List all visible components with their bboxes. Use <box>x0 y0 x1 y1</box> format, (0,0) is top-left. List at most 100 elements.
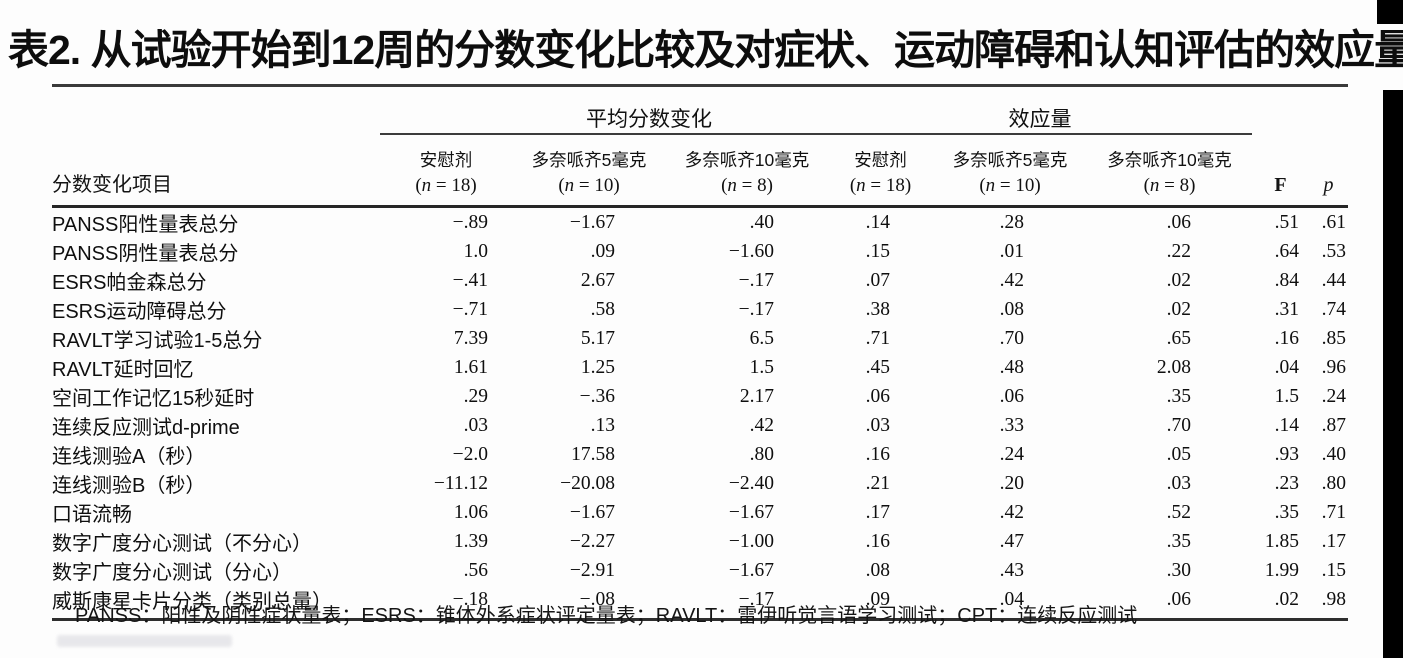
value-cell-p-value: .87 <box>1321 414 1346 436</box>
table-row: ESRS帕金森总分 −.41 2.67 −.17 .07 .42 .02 .84… <box>52 266 1348 295</box>
row-label: 数字广度分心测试（分心） <box>52 562 292 584</box>
value-cell-donepezil5-mean: −.36 <box>579 385 615 407</box>
value-cell-donepezil10-effect: .35 <box>1166 530 1191 552</box>
value-cell-donepezil5-effect: .28 <box>999 211 1024 233</box>
table-row: 连线测验A（秒） −2.0 17.58 .80 .16 .24 .05 .93 … <box>52 440 1348 469</box>
value-cell-donepezil10-effect: .22 <box>1166 240 1191 262</box>
value-cell-donepezil10-effect: .06 <box>1166 211 1191 233</box>
abbreviations-footnote: PANSS：阳性及阴性症状量表；ESRS：锥体外系症状评定量表；RAVLT：雷伊… <box>75 605 1138 627</box>
value-cell-donepezil10-mean: −.17 <box>666 585 828 621</box>
value-cell-f-statistic: .31 <box>1274 298 1299 320</box>
value-cell-donepezil5-mean: .58 <box>590 298 615 320</box>
value-cell-placebo-effect: .16 <box>865 530 890 552</box>
value-cell-donepezil10-effect: .52 <box>1166 501 1191 523</box>
value-cell-f-statistic: .04 <box>1274 356 1299 378</box>
table-row: 空间工作记忆15秒延时 .29 −.36 2.17 .06 .06 .35 1.… <box>52 382 1348 411</box>
group-header-mean-change-label: 平均分数变化 <box>586 108 712 131</box>
col-header-placebo-effect: 安慰剂 (n = 18) <box>828 134 933 208</box>
group-header-effect-size-label: 效应量 <box>1008 108 1072 131</box>
value-cell-placebo-mean: −.89 <box>452 211 488 233</box>
value-cell-placebo-effect: .06 <box>865 385 890 407</box>
value-cell-p-value: .15 <box>1321 559 1346 581</box>
value-cell-donepezil5-mean: 2.67 <box>580 269 615 291</box>
value-cell-f-statistic: .84 <box>1274 269 1299 291</box>
value-cell-placebo-effect: .21 <box>865 472 890 494</box>
value-cell-p-value: .24 <box>1321 385 1346 407</box>
value-cell-placebo-mean: 7.39 <box>453 327 488 349</box>
value-cell-placebo-mean: −.41 <box>452 269 488 291</box>
value-cell-p-value: .74 <box>1321 298 1346 320</box>
value-cell-f-statistic: .51 <box>1274 211 1299 233</box>
value-cell-placebo-effect: .38 <box>865 298 890 320</box>
value-cell-f-statistic: 1.85 <box>1264 530 1299 552</box>
value-cell-donepezil5-effect: .42 <box>999 269 1024 291</box>
value-cell-donepezil10-effect: .65 <box>1166 327 1191 349</box>
value-cell-donepezil10-mean: 1.5 <box>749 356 774 378</box>
value-cell-donepezil10-mean: 6.5 <box>749 327 774 349</box>
row-header-label: 分数变化项目 <box>52 134 380 208</box>
value-cell-f-statistic: .02 <box>1252 585 1309 621</box>
value-cell-p-value: .44 <box>1321 269 1346 291</box>
row-label: 数字广度分心测试（不分心） <box>52 533 312 555</box>
value-cell-p-value: .85 <box>1321 327 1346 349</box>
col-header-f-statistic: F <box>1252 134 1309 208</box>
value-cell-p-value: .80 <box>1321 472 1346 494</box>
table-row: 数字广度分心测试（分心） .56 −2.91 −1.67 .08 .43 .30… <box>52 556 1348 585</box>
value-cell-placebo-mean: −2.0 <box>452 443 488 465</box>
row-label: 连线测验A（秒） <box>52 446 206 468</box>
column-header-row: 分数变化项目 安慰剂 (n = 18) 多奈哌齐5毫克 (n = 10) 多奈哌… <box>52 134 1348 208</box>
group-header-effect-size: 效应量 <box>828 85 1252 135</box>
value-cell-donepezil10-mean: −.17 <box>738 269 774 291</box>
value-cell-donepezil5-mean: .09 <box>590 240 615 262</box>
value-cell-donepezil10-effect: .06 <box>1087 585 1252 621</box>
value-cell-donepezil10-effect: .02 <box>1166 269 1191 291</box>
value-cell-placebo-effect: .08 <box>865 559 890 581</box>
value-cell-donepezil5-effect: .20 <box>999 472 1024 494</box>
value-cell-donepezil5-mean: −.08 <box>512 585 666 621</box>
value-cell-donepezil10-mean: −1.67 <box>728 501 774 523</box>
value-cell-placebo-effect: .16 <box>865 443 890 465</box>
value-cell-placebo-mean: .03 <box>463 414 488 436</box>
value-cell-donepezil5-effect: .33 <box>999 414 1024 436</box>
value-cell-placebo-effect: .45 <box>865 356 890 378</box>
value-cell-donepezil10-mean: .80 <box>749 443 774 465</box>
value-cell-donepezil5-effect: .06 <box>999 385 1024 407</box>
value-cell-f-statistic: .35 <box>1274 501 1299 523</box>
value-cell-placebo-mean: −.71 <box>452 298 488 320</box>
row-label: ESRS帕金森总分 <box>52 272 207 294</box>
table-row: 口语流畅 1.06 −1.67 −1.67 .17 .42 .52 .35 .7… <box>52 498 1348 527</box>
value-cell-placebo-mean: 1.06 <box>453 501 488 523</box>
col-header-donepezil5-effect: 多奈哌齐5毫克 (n = 10) <box>933 134 1087 208</box>
group-header-mean-change: 平均分数变化 <box>380 85 828 135</box>
value-cell-donepezil5-mean: 1.25 <box>580 356 615 378</box>
value-cell-placebo-mean: 1.39 <box>453 530 488 552</box>
value-cell-donepezil10-effect: .03 <box>1166 472 1191 494</box>
faint-watermark <box>57 635 232 647</box>
row-label: PANSS阳性量表总分 <box>52 214 239 236</box>
value-cell-p-value: .53 <box>1321 240 1346 262</box>
value-cell-placebo-mean: 1.61 <box>453 356 488 378</box>
value-cell-donepezil5-effect: .01 <box>999 240 1024 262</box>
value-cell-placebo-effect: .71 <box>865 327 890 349</box>
value-cell-donepezil5-effect: .43 <box>999 559 1024 581</box>
table-row: 数字广度分心测试（不分心） 1.39 −2.27 −1.00 .16 .47 .… <box>52 527 1348 556</box>
value-cell-donepezil10-effect: .70 <box>1166 414 1191 436</box>
value-cell-donepezil10-effect: .35 <box>1166 385 1191 407</box>
row-label: 威斯康星卡片分类（类别总量） <box>52 585 380 621</box>
table-body: PANSS阳性量表总分 −.89 −1.67 .40 .14 .28 .06 .… <box>52 207 1348 621</box>
value-cell-p-value: .40 <box>1321 443 1346 465</box>
value-cell-donepezil10-mean: .42 <box>749 414 774 436</box>
value-cell-f-statistic: .93 <box>1274 443 1299 465</box>
value-cell-placebo-mean: .56 <box>463 559 488 581</box>
value-cell-placebo-mean: .29 <box>463 385 488 407</box>
value-cell-donepezil5-effect: .70 <box>999 327 1024 349</box>
value-cell-donepezil5-mean: 17.58 <box>571 443 615 465</box>
row-label: ESRS运动障碍总分 <box>52 301 227 323</box>
group-header-row: 平均分数变化 效应量 <box>52 85 1348 135</box>
table-row: 连线测验B（秒） −11.12 −20.08 −2.40 .21 .20 .03… <box>52 469 1348 498</box>
value-cell-donepezil5-effect: .04 <box>933 585 1087 621</box>
col-header-donepezil10-effect: 多奈哌齐10毫克 (n = 8) <box>1087 134 1252 208</box>
value-cell-donepezil5-mean: 5.17 <box>580 327 615 349</box>
value-cell-f-statistic: 1.99 <box>1264 559 1299 581</box>
